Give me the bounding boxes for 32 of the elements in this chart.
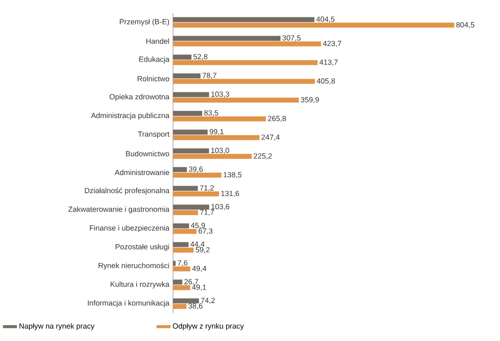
bar	[173, 17, 314, 22]
bar	[173, 130, 208, 135]
bar	[173, 242, 189, 248]
bar	[173, 73, 201, 78]
bar	[173, 60, 318, 66]
bar	[173, 260, 176, 266]
bar	[173, 148, 210, 154]
bar	[173, 191, 220, 196]
bar	[173, 280, 182, 285]
bar	[173, 298, 199, 304]
bar	[173, 36, 280, 41]
bar	[173, 54, 192, 60]
bar	[173, 228, 197, 234]
bar	[173, 110, 202, 116]
bar	[173, 223, 190, 228]
bar	[173, 285, 190, 290]
bar	[173, 22, 454, 28]
bar	[173, 248, 194, 253]
bar	[173, 204, 210, 210]
bar	[173, 172, 222, 178]
bar	[173, 304, 186, 309]
bar	[173, 167, 187, 172]
bar	[173, 78, 315, 84]
bar	[173, 98, 299, 103]
bar	[173, 266, 190, 272]
bar	[173, 210, 198, 216]
bar	[173, 154, 252, 159]
bar	[173, 41, 322, 46]
bar	[173, 116, 266, 122]
bar	[173, 186, 198, 191]
bar	[173, 92, 210, 98]
bar	[173, 135, 260, 140]
